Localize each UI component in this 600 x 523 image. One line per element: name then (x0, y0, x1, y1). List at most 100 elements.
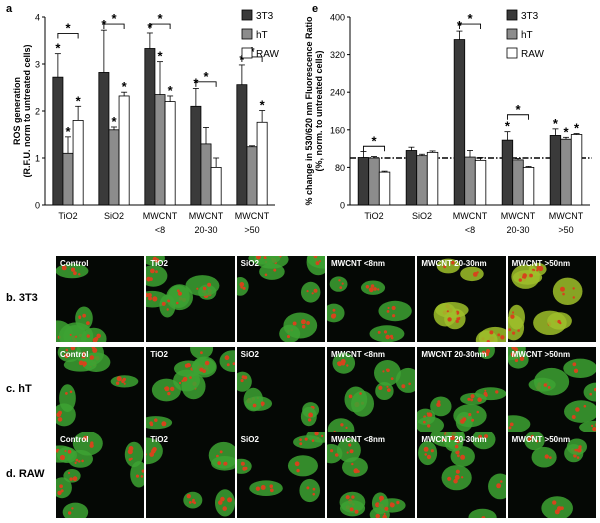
micrograph-cell: TiO2 (146, 256, 235, 342)
cell-image (146, 437, 235, 517)
micrograph-cell: Control (56, 347, 145, 433)
cell-image (56, 263, 107, 342)
y-tick-label: 400 (330, 13, 345, 23)
bracket-star: * (467, 11, 473, 26)
bar-RAW (210, 166, 222, 206)
significance-star: * (55, 41, 61, 56)
micrograph-cell: MWCNT 20-30nm (417, 256, 506, 342)
legend-swatch-hT (241, 28, 253, 40)
significance-star: * (574, 121, 580, 136)
cell-image (56, 432, 145, 518)
micrograph-cell-label: SiO2 (240, 259, 259, 268)
y-axis-title: ROS generation (12, 77, 22, 145)
bar-3T3 (453, 39, 466, 206)
micrograph-cell: SiO2 (236, 347, 325, 433)
y-tick-label: 160 (330, 125, 345, 135)
micrograph-row: Control TiO2 SiO2 MWCNT <8nm MWCNT 20-30nm MW… (56, 256, 596, 342)
micrograph-panels: b. 3T3 Control TiO2 SiO2 MWCNT <8nm MWCNT 20-… (0, 250, 600, 523)
y-tick-label: 80 (335, 163, 345, 173)
cell-image (326, 276, 412, 342)
significance-bracket (195, 81, 217, 87)
significance-bracket (103, 23, 125, 30)
legend-swatch-RAW (241, 47, 253, 59)
micrograph-cell-label: SiO2 (240, 350, 259, 359)
category-label: >50 (244, 225, 259, 235)
bar-RAW (164, 101, 176, 206)
legend-label: RAW (521, 49, 545, 60)
cell-image (417, 347, 506, 433)
bar-3T3 (405, 150, 418, 206)
legend-label: RAW (256, 49, 280, 60)
category-label: >50 (558, 225, 573, 235)
bracket-star: * (111, 11, 117, 26)
micrograph-cell-label: MWCNT 20-30nm (421, 435, 487, 444)
category-label: <8 (155, 225, 165, 235)
micrograph-row: Control TiO2 SiO2 MWCNT <8nm MWCNT 20-30nm MW… (56, 347, 596, 433)
bracket-star: * (157, 11, 163, 26)
category-label: MWCNT (549, 211, 584, 221)
bracket-star: * (371, 133, 377, 148)
micrograph-cell: MWCNT 20-30nm (417, 347, 506, 433)
micrograph-cell-label: MWCNT 20-30nm (421, 350, 487, 359)
bar-RAW (570, 134, 583, 206)
micrograph-cell-label: MWCNT <8nm (330, 435, 385, 444)
y-tick-label: 2 (35, 107, 40, 117)
category-label: 20-30 (194, 225, 217, 235)
bar-hT (154, 94, 166, 206)
micrograph-row-label: b. 3T3 (6, 292, 38, 304)
fluorescence-ratio-chart: e 0 80 160 240 320 400 % change in 530/620 nm … (304, 3, 592, 235)
cell-image (326, 437, 406, 518)
bar-3T3 (549, 135, 562, 206)
category-label: <8 (465, 225, 475, 235)
legend-swatch-3T3 (506, 9, 518, 21)
y-tick-label: 1 (35, 154, 40, 164)
cell-image (146, 256, 220, 318)
bar-3T3 (357, 157, 370, 206)
bar-RAW (426, 151, 439, 206)
significance-star: * (193, 75, 199, 90)
bar-hT (368, 157, 380, 206)
bar-3T3 (144, 48, 156, 206)
micrograph-cell-label: MWCNT >50nm (511, 350, 571, 359)
micrograph-cell-label: MWCNT <8nm (330, 259, 385, 268)
micrograph-cell-label: TiO2 (150, 259, 168, 268)
micrograph-cell: MWCNT >50nm (507, 432, 596, 518)
micrograph-cell-label: SiO2 (240, 435, 259, 444)
significance-star: * (76, 93, 82, 108)
significance-bracket (149, 23, 171, 30)
significance-star: * (111, 114, 117, 129)
bar-hT (464, 156, 476, 206)
bar-RAW (474, 159, 487, 206)
bar-RAW (522, 166, 535, 206)
bracket-star: * (203, 69, 209, 84)
y-tick-label: 320 (330, 50, 345, 60)
legend-label: hT (521, 30, 533, 41)
cell-image (507, 347, 596, 433)
micrograph-row-label: d. RAW (6, 468, 45, 480)
bar-hT (560, 138, 572, 206)
significance-star: * (122, 79, 128, 94)
bar-hT (512, 159, 524, 206)
cell-image (507, 262, 583, 341)
cell-image (327, 352, 416, 433)
micrograph-cell-label: Control (60, 435, 89, 444)
y-tick-label: 4 (35, 13, 40, 23)
category-label: MWCNT (501, 211, 536, 221)
significance-star: * (260, 98, 266, 113)
cell-image (236, 432, 325, 503)
micrograph-cell: Control (56, 432, 145, 518)
micrograph-cell: MWCNT >50nm (507, 256, 596, 342)
category-label: 20-30 (506, 225, 529, 235)
y-axis-title: % change in 530/620 nm Fluorescence Rati… (304, 16, 314, 206)
y-tick-label: 3 (35, 60, 40, 70)
legend-swatch-RAW (506, 47, 518, 59)
significance-star: * (457, 18, 463, 33)
significance-bracket (362, 145, 386, 152)
micrograph-cell: MWCNT 20-30nm (417, 432, 506, 518)
significance-star: * (168, 83, 174, 98)
cell-image (56, 347, 139, 427)
legend-swatch-3T3 (241, 9, 253, 21)
significance-star: * (563, 124, 569, 139)
category-label: SiO2 (104, 211, 124, 221)
micrograph-cell-label: Control (60, 350, 89, 359)
